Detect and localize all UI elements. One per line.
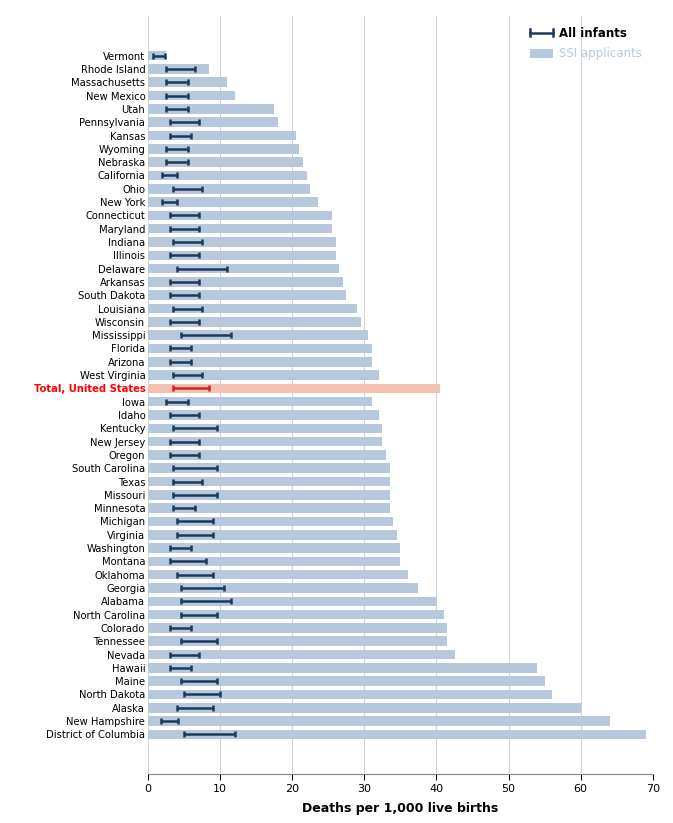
Bar (148, 450, 386, 460)
Bar (148, 410, 379, 420)
Bar (148, 211, 332, 221)
Bar (148, 277, 343, 286)
Bar (148, 543, 400, 553)
Bar (148, 51, 166, 60)
X-axis label: Deaths per 1,000 live births: Deaths per 1,000 live births (302, 802, 499, 816)
Bar (148, 703, 581, 713)
Bar (148, 477, 390, 486)
Bar (148, 437, 382, 446)
Bar (148, 105, 275, 114)
Bar (148, 144, 299, 154)
Bar (148, 291, 347, 300)
Bar (148, 570, 408, 579)
Bar (148, 397, 371, 407)
Bar (148, 490, 390, 500)
Bar (148, 597, 437, 606)
Bar (148, 716, 610, 726)
Bar (148, 636, 448, 646)
Bar (148, 530, 397, 540)
Bar (148, 504, 390, 513)
Bar (148, 650, 454, 659)
Bar (148, 344, 371, 353)
Bar (148, 556, 400, 566)
Bar (148, 463, 390, 473)
Bar (148, 224, 332, 234)
Bar (148, 237, 336, 247)
Bar (148, 517, 393, 526)
Bar (148, 610, 444, 620)
Bar (148, 264, 339, 273)
Bar (148, 623, 448, 633)
Bar (148, 690, 552, 700)
Bar (148, 424, 382, 433)
Bar (148, 370, 379, 380)
Bar (148, 77, 227, 87)
Bar (148, 64, 209, 74)
Bar (148, 663, 538, 672)
Bar (148, 131, 296, 140)
Bar (148, 157, 303, 167)
Legend: All infants, SSI applicants: All infants, SSI applicants (525, 22, 647, 65)
Bar (148, 357, 371, 366)
Bar (148, 91, 235, 100)
Bar (148, 118, 278, 127)
Bar (148, 730, 645, 739)
Bar (148, 384, 440, 393)
Bar (148, 317, 361, 327)
Bar (148, 184, 310, 193)
Bar (148, 170, 307, 180)
Bar (148, 198, 318, 207)
Bar (148, 250, 336, 260)
Bar (148, 677, 544, 686)
Bar (148, 304, 357, 314)
Bar (148, 330, 368, 340)
Bar (148, 584, 419, 593)
